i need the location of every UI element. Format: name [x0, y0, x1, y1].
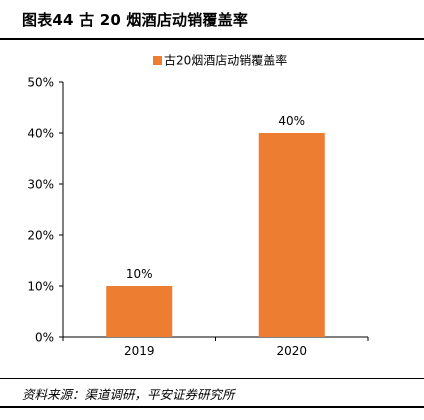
data-labels: 10% 40%: [126, 114, 305, 281]
y-tick-label: 10%: [27, 280, 54, 294]
figure-header: 图表44 古 20 烟酒店动销覆盖率: [0, 0, 424, 40]
y-tick-label: 30%: [27, 178, 54, 192]
bar-chart: 古20烟酒店动销覆盖率 0% 10% 20% 30% 40% 50% 2019 2020 10…: [27, 53, 369, 358]
legend-label: 古20烟酒店动销覆盖率: [164, 53, 287, 68]
legend: 古20烟酒店动销覆盖率: [153, 53, 287, 68]
data-label: 10%: [126, 267, 153, 281]
data-label: 40%: [278, 114, 305, 128]
x-tick-label: 2019: [124, 344, 155, 358]
figure-title: 图表44 古 20 烟酒店动销覆盖率: [22, 11, 249, 29]
figure-source: 资料来源：渠道调研，平安证券研究所: [22, 387, 235, 402]
x-tick-label: 2020: [276, 344, 307, 358]
y-tick-label: 20%: [27, 229, 54, 243]
bars: [106, 133, 325, 337]
bar: [258, 133, 325, 337]
figure-footer: 资料来源：渠道调研，平安证券研究所: [0, 378, 424, 408]
bar: [106, 286, 173, 337]
legend-swatch: [153, 56, 162, 65]
y-tick-label: 40%: [27, 127, 54, 141]
axes: 0% 10% 20% 30% 40% 50% 2019 2020: [27, 76, 369, 358]
y-tick-label: 0%: [35, 331, 54, 345]
y-tick-label: 50%: [27, 76, 54, 90]
